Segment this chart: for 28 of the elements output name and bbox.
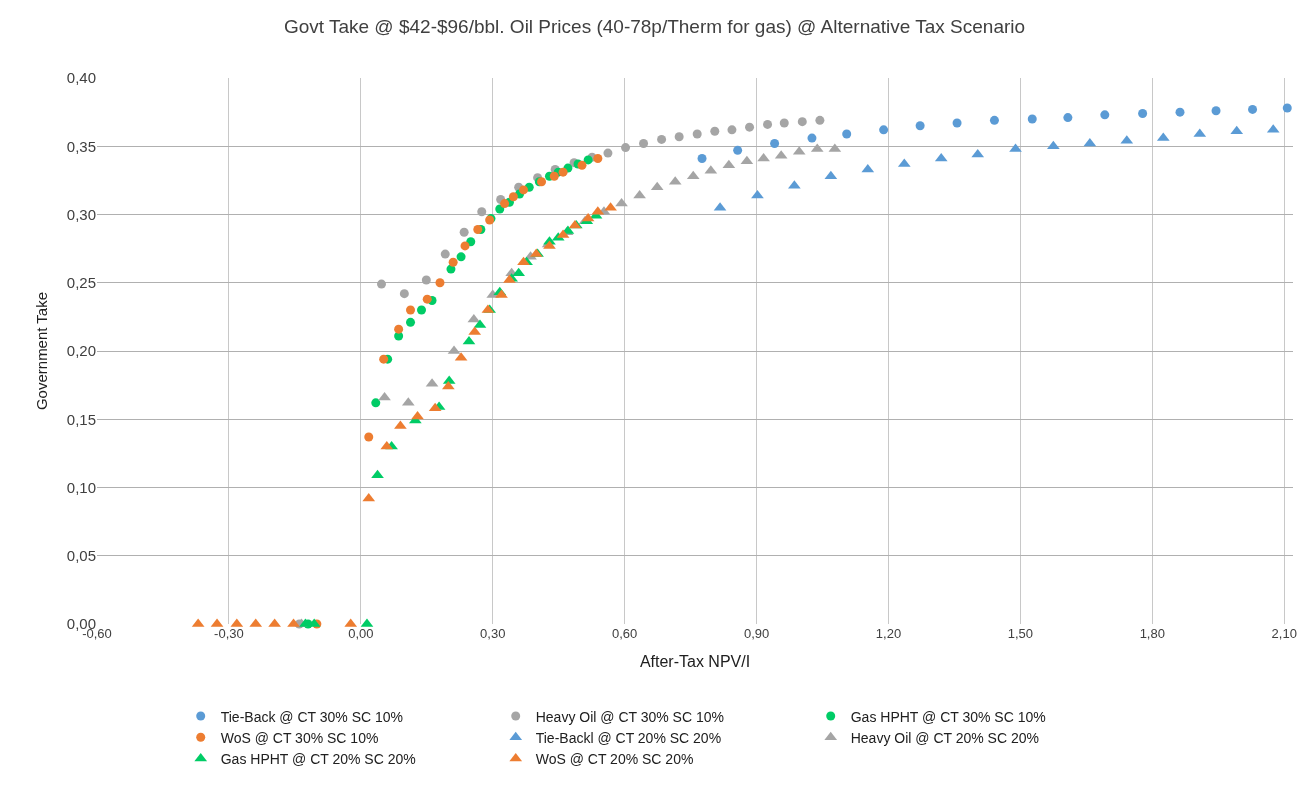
legend-label: Tie-Back @ CT 30% SC 10% bbox=[220, 708, 403, 725]
y-tick-label: 0,05 bbox=[66, 547, 96, 564]
legend-label: WoS @ CT 20% SC 20% bbox=[535, 750, 694, 767]
x-tick-label: 1,80 bbox=[1139, 626, 1165, 641]
legend-label: Tie-Backl @ CT 20% SC 20% bbox=[535, 729, 722, 746]
chart-title: Govt Take @ $42-$96/bbl. Oil Prices (40-78p/Therm for gas) @ Alternative Tax Scenario bbox=[283, 15, 1026, 37]
y-axis-title: Government Take bbox=[33, 291, 51, 411]
x-axis-title: After-Tax NPV/I bbox=[639, 652, 751, 670]
y-tick-label: 0,40 bbox=[66, 69, 96, 87]
x-tick-label: 0,90 bbox=[743, 626, 770, 641]
y-tick-label: 0,15 bbox=[66, 410, 96, 428]
y-tick-label: 0,25 bbox=[66, 274, 96, 291]
x-tick-label: 0,30 bbox=[480, 626, 506, 641]
x-tick-label: 0,00 bbox=[348, 626, 374, 641]
x-tick-label: 0,60 bbox=[611, 626, 638, 641]
y-tick-label: 0,30 bbox=[66, 205, 96, 223]
legend-label: Heavy Oil @ CT 30% SC 10% bbox=[535, 708, 724, 725]
x-tick-label: 2,10 bbox=[1271, 626, 1297, 641]
legend-label: Gas HPHT @ CT 20% SC 20% bbox=[220, 750, 416, 767]
legend-label: Gas HPHT @ CT 30% SC 10% bbox=[850, 708, 1046, 725]
y-tick-label: 0,10 bbox=[66, 478, 96, 496]
legend-label: WoS @ CT 30% SC 10% bbox=[220, 729, 379, 746]
y-tick-label: 0,20 bbox=[66, 342, 96, 360]
y-tick-label: 0,35 bbox=[66, 137, 96, 155]
x-tick-label: 1,20 bbox=[875, 626, 902, 641]
legend-label: Heavy Oil @ CT 20% SC 20% bbox=[850, 729, 1039, 746]
x-tick-label: -0,30 bbox=[214, 626, 244, 641]
x-tick-label: 1,50 bbox=[1007, 626, 1034, 641]
